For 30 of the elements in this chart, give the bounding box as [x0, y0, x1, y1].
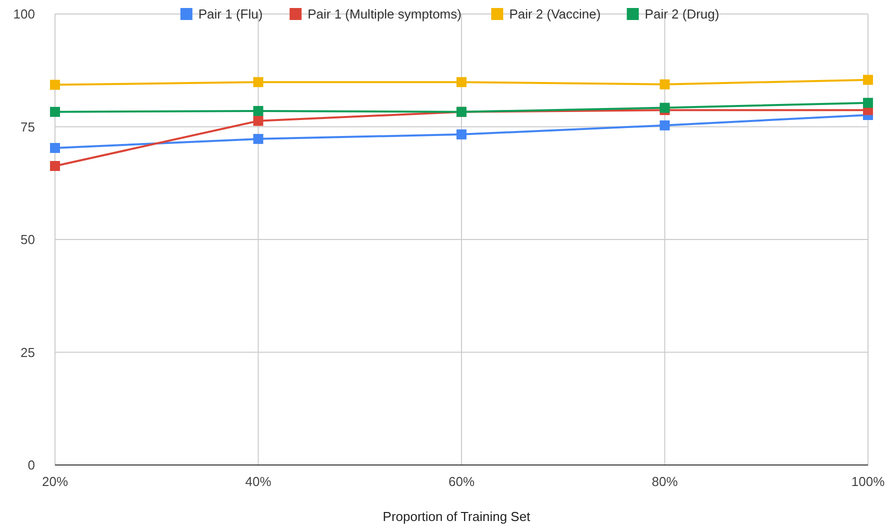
point [863, 74, 873, 85]
y-tick-label: 75 [20, 119, 35, 134]
legend-label: Pair 1 (Multiple symptoms) [308, 6, 462, 22]
point [50, 106, 60, 117]
x-tick-label: 40% [245, 474, 272, 489]
point [456, 129, 466, 140]
point [50, 160, 60, 171]
point [253, 116, 264, 126]
point [456, 77, 466, 88]
y-tick-label: 100 [13, 6, 35, 22]
point [50, 80, 60, 90]
point [253, 77, 264, 88]
point [660, 120, 670, 130]
point [660, 79, 670, 90]
point [253, 134, 264, 144]
x-tick-label: 60% [448, 474, 475, 489]
x-axis-title: Proportion of Training Set [382, 509, 531, 524]
legend-label: Pair 2 (Vaccine) [509, 6, 601, 22]
x-tick-label: 80% [652, 474, 678, 489]
y-tick-label: 50 [20, 232, 35, 248]
legend-label: Pair 1 (Flu) [198, 6, 263, 22]
point [660, 102, 670, 113]
point [863, 98, 873, 108]
legend-label: Pair 2 (Drug) [644, 6, 720, 22]
y-tick-label: 25 [20, 344, 35, 360]
x-tick-label: 20% [42, 474, 68, 489]
x-tick-label: 100% [851, 474, 886, 489]
point [253, 106, 264, 116]
y-tick-label: 0 [28, 458, 35, 473]
point [50, 142, 60, 153]
